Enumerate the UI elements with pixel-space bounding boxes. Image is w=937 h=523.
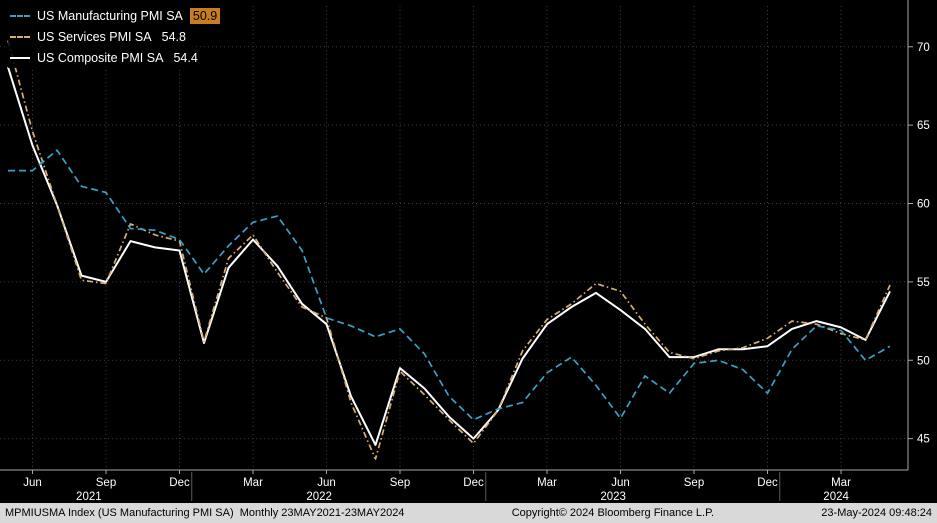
manufacturing-series-line [8, 149, 891, 421]
year-label: 2023 [600, 491, 626, 503]
x-axis-label: Dec [463, 477, 484, 489]
pmi-chart-canvas[interactable]: 45 50 55 60 65 70 Jun Sep Dec Mar Jun Sep Dec Mar Jun S… [0, 0, 937, 503]
status-bar: MPMIUSMA Index (US Manufacturing PMI SA)… [0, 503, 937, 523]
y-axis-label: 60 [917, 199, 930, 211]
services-line-swatch [10, 35, 30, 38]
x-axis-label: Mar [243, 477, 263, 489]
composite-line-swatch [10, 56, 30, 59]
composite-series-line [7, 66, 891, 446]
legend-value-manufacturing: 50.9 [189, 7, 221, 24]
services-series-line [7, 40, 891, 460]
y-axis-label: 55 [917, 277, 930, 289]
x-axis-label: Sep [390, 477, 410, 489]
y-axis-label: 65 [917, 120, 930, 132]
x-axis-label: Jun [317, 477, 336, 489]
manufacturing-line-swatch [10, 14, 30, 17]
year-label: 2024 [823, 491, 849, 503]
legend-label-manufacturing: US Manufacturing PMI SA [37, 8, 183, 23]
x-axis-label: Mar [537, 477, 557, 489]
year-label: 2022 [306, 491, 332, 503]
x-axis-label: Mar [831, 477, 851, 489]
legend-item-services[interactable]: US Services PMI SA 54.8 [8, 26, 195, 47]
y-axis-label: 70 [917, 42, 930, 54]
chart-legend: US Manufacturing PMI SA 50.9 US Services… [8, 5, 227, 68]
legend-value-composite: 54.4 [173, 50, 198, 65]
legend-label-composite: US Composite PMI SA [37, 50, 164, 65]
x-axis-label: Jun [23, 477, 42, 489]
timestamp: 23-May-2024 09:48:24 [821, 507, 932, 519]
x-axis-label: Sep [96, 477, 116, 489]
x-axis-label: Sep [684, 477, 704, 489]
y-axis-label: 45 [917, 434, 930, 446]
legend-item-composite[interactable]: US Composite PMI SA 54.4 [8, 47, 207, 68]
legend-item-manufacturing[interactable]: US Manufacturing PMI SA 50.9 [8, 5, 227, 26]
ticker-description: MPMIUSMA Index (US Manufacturing PMI SA)… [5, 507, 405, 519]
legend-label-services: US Services PMI SA [37, 29, 152, 44]
x-axis-label: Dec [757, 477, 778, 489]
copyright-text: Copyright© 2024 Bloomberg Finance L.P. [511, 507, 715, 519]
legend-value-services: 54.8 [161, 29, 186, 44]
x-axis-label: Jun [611, 477, 630, 489]
chart-area[interactable]: 45 50 55 60 65 70 Jun Sep Dec Mar Jun Sep Dec Mar Jun S… [0, 0, 937, 503]
y-axis-label: 50 [917, 355, 930, 367]
year-label: 2021 [76, 491, 102, 503]
x-axis-label: Dec [169, 477, 190, 489]
